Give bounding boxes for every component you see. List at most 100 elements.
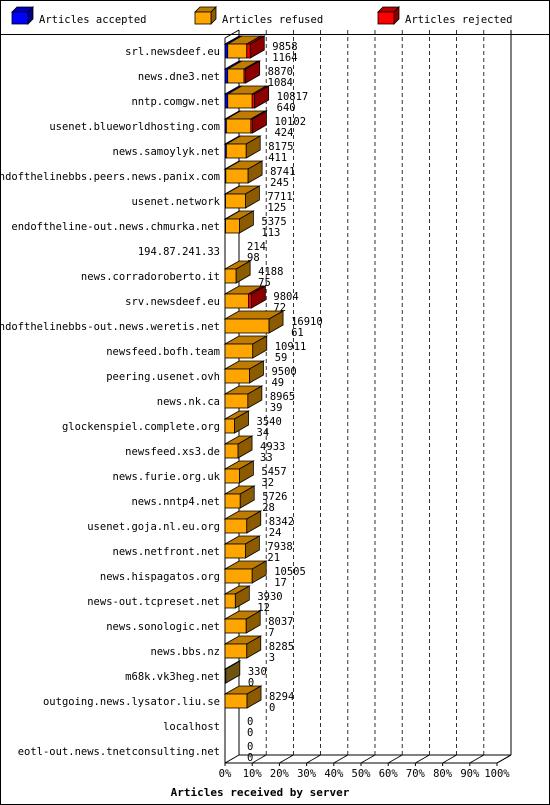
rejected-value-label: 1164	[272, 52, 297, 64]
floor-tick	[252, 754, 267, 764]
received-value-label: 8870	[268, 66, 293, 78]
rejected-value-label: 245	[270, 177, 289, 189]
bar-row	[223, 410, 251, 434]
rejected-value-label: 12	[257, 602, 270, 614]
rejected-value-label: 0	[247, 752, 253, 764]
floor-tick	[496, 754, 512, 764]
received-value-label: 8175	[268, 141, 293, 153]
bar-segment	[224, 493, 241, 509]
bar-segment	[227, 68, 245, 84]
bar-segment-side	[250, 285, 266, 309]
received-value-label: 10817	[277, 91, 309, 103]
bar-segment	[225, 143, 247, 159]
x-tick-label: 100%	[484, 768, 510, 780]
bar-segment-side	[246, 635, 262, 659]
received-value-label: 0	[247, 716, 253, 728]
server-label: nntp.comgw.net	[131, 96, 220, 108]
floor-tick	[306, 754, 321, 764]
bar-segment-side	[268, 310, 284, 334]
rejected-value-label: 72	[273, 302, 286, 314]
bar-row	[223, 360, 265, 384]
bar-row	[223, 285, 267, 309]
rejected-value-label: 39	[270, 402, 283, 414]
x-tick-label: 70%	[406, 768, 426, 780]
bar-segment-side	[235, 260, 251, 284]
received-value-label: 8037	[268, 616, 293, 628]
floor-tick	[388, 754, 403, 764]
bar-segment-side	[234, 410, 249, 434]
bar-row	[223, 135, 262, 159]
received-value-label: 0	[247, 741, 253, 753]
x-tick-label: 40%	[324, 768, 344, 780]
x-axis: 0% 10% 20% 30% 40% 50% 60% 70% 80% 90% 100% Article…	[171, 762, 510, 799]
floor-left-edge	[224, 754, 240, 764]
legend-swatch	[194, 11, 212, 25]
bar-segment	[224, 693, 248, 709]
bar-segment-side	[246, 510, 262, 534]
bar-segment	[224, 43, 229, 59]
received-value-label: 8965	[270, 391, 295, 403]
bar-row	[223, 160, 264, 184]
rejected-value-label: 125	[267, 202, 286, 214]
rejected-value-label: 424	[274, 127, 293, 139]
received-value-label: 3540	[257, 416, 282, 428]
rejected-value-label: 640	[277, 102, 296, 114]
bar-segment-side	[251, 560, 267, 584]
legend-swatch	[377, 11, 395, 25]
rejected-value-label: 21	[267, 552, 280, 564]
floor-tick	[279, 754, 294, 764]
rejected-value-label: 49	[271, 377, 284, 389]
server-label: news.corradoroberto.it	[81, 271, 220, 283]
received-value-label: 10505	[274, 566, 306, 578]
bar-row	[223, 60, 262, 84]
bar-row	[223, 210, 255, 234]
received-value-label: 7938	[267, 541, 292, 553]
received-value-label: 10911	[275, 341, 307, 353]
bar-segment-side	[247, 385, 263, 409]
bar-row	[223, 85, 271, 109]
legend-label: Articles rejected	[405, 14, 512, 26]
server-label: news.netfront.net	[113, 546, 220, 558]
bar-segment	[225, 118, 252, 134]
server-label: usenet.network	[131, 196, 220, 208]
floor-tick	[415, 754, 430, 764]
bar-row	[223, 585, 251, 609]
received-value-label: 7711	[267, 191, 292, 203]
received-value-label: 5457	[261, 466, 286, 478]
rejected-value-label: 61	[291, 327, 304, 339]
rejected-value-label: 17	[274, 577, 287, 589]
rejected-value-label: 32	[261, 477, 274, 489]
bar-segment	[225, 218, 240, 234]
x-tick-label: 80%	[433, 768, 453, 780]
rejected-value-label: 3	[269, 652, 275, 664]
rejected-value-label: 28	[262, 502, 275, 514]
legend-label: Articles refused	[222, 14, 323, 26]
bar-segment	[224, 418, 235, 434]
server-label: usenet.goja.nl.eu.org	[87, 521, 220, 533]
bar-segment	[246, 43, 251, 59]
bar-row	[223, 460, 255, 484]
floor-tick	[333, 754, 348, 764]
bar-row	[223, 685, 263, 709]
bar-row	[223, 185, 261, 209]
bar-segment-side	[245, 610, 261, 634]
bar-segment-side	[245, 60, 261, 84]
received-value-label: 330	[248, 666, 267, 678]
rejected-value-label: 0	[269, 702, 275, 714]
floor-tick	[360, 754, 376, 764]
floor-tick	[442, 754, 457, 764]
bar-row	[223, 385, 264, 409]
bar-segment	[224, 518, 248, 534]
bar-segment-side	[234, 585, 250, 609]
bar-segment	[224, 543, 246, 559]
server-label: news.furie.org.uk	[113, 471, 221, 483]
received-value-label: 16910	[291, 316, 323, 328]
received-value-label: 8741	[270, 166, 295, 178]
bar-segment-side	[247, 160, 263, 184]
server-label: news.hispagatos.org	[100, 571, 220, 583]
received-value-label: 4188	[258, 266, 283, 278]
bar-segment-side	[239, 460, 254, 484]
server-label: endoftheline-out.news.chmurka.net	[11, 221, 220, 233]
server-label: news-out.tcpreset.net	[87, 596, 220, 608]
